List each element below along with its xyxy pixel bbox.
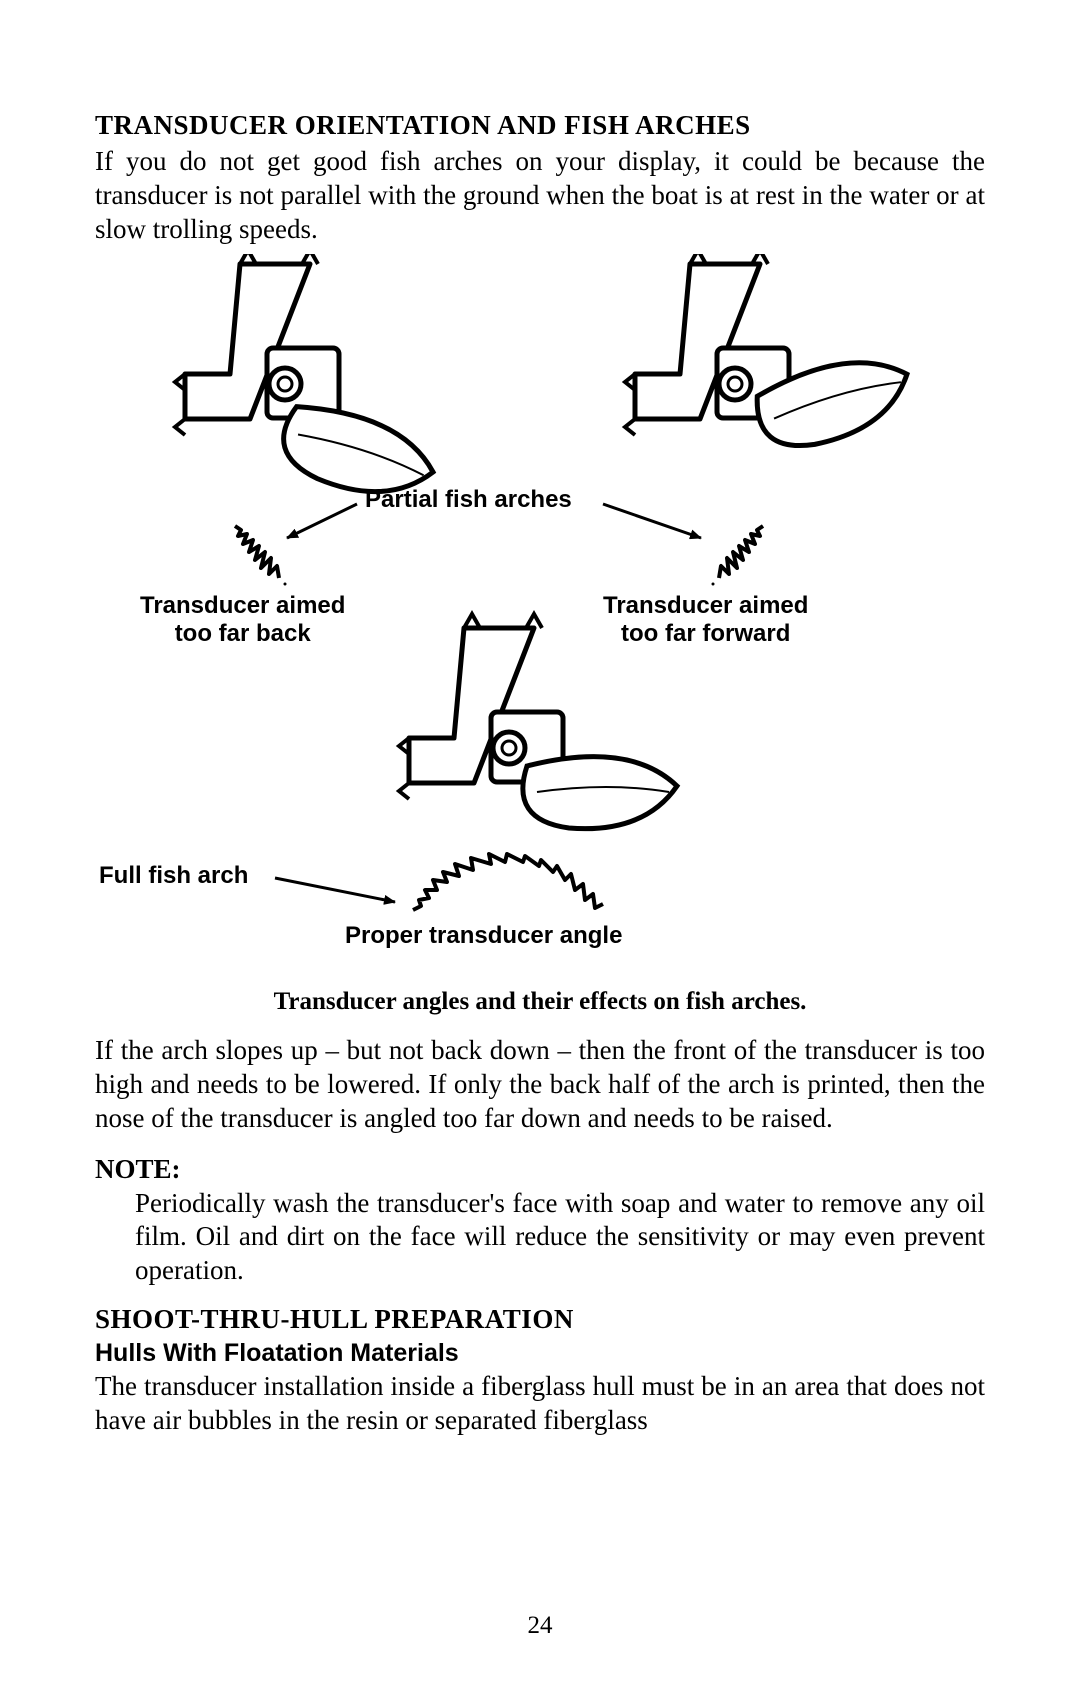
label-too-far-forward: Transducer aimed too far forward	[603, 592, 808, 647]
label-full-fish-arch: Full fish arch	[99, 862, 248, 890]
paragraph-intro: If you do not get good fish arches on yo…	[95, 145, 985, 246]
subheading-hulls-floatation: Hulls With Floatation Materials	[95, 1339, 985, 1368]
figure-caption: Transducer angles and their effects on f…	[95, 988, 985, 1016]
arrow-to-full-arch	[275, 878, 395, 902]
document-page: TRANSDUCER ORIENTATION AND FISH ARCHES I…	[0, 0, 1080, 1682]
figure-transducer-angles: Partial fish arches Transducer aimed too…	[95, 254, 985, 984]
arrow-to-right-partial	[603, 504, 701, 538]
arrow-to-left-partial	[287, 504, 357, 538]
sonar-partial-arch-left	[235, 526, 287, 586]
heading-shoot-thru-hull: SHOOT-THRU-HULL PREPARATION	[95, 1304, 985, 1335]
diagram-too-far-back	[175, 254, 442, 513]
page-number: 24	[0, 1612, 1080, 1640]
label-proper-transducer-angle: Proper transducer angle	[345, 922, 622, 950]
note-label: NOTE:	[95, 1154, 985, 1185]
sonar-full-arch	[413, 854, 603, 910]
note-body: Periodically wash the transducer's face …	[95, 1187, 985, 1288]
label-too-far-back: Transducer aimed too far back	[140, 592, 345, 647]
paragraph-hull-install: The transducer installation inside a fib…	[95, 1370, 985, 1438]
label-partial-fish-arches: Partial fish arches	[365, 486, 572, 514]
sonar-partial-arch-right	[712, 526, 764, 586]
paragraph-arch-slope: If the arch slopes up – but not back dow…	[95, 1034, 985, 1135]
diagram-too-far-forward	[625, 254, 919, 458]
heading-transducer-orientation: TRANSDUCER ORIENTATION AND FISH ARCHES	[95, 110, 985, 141]
